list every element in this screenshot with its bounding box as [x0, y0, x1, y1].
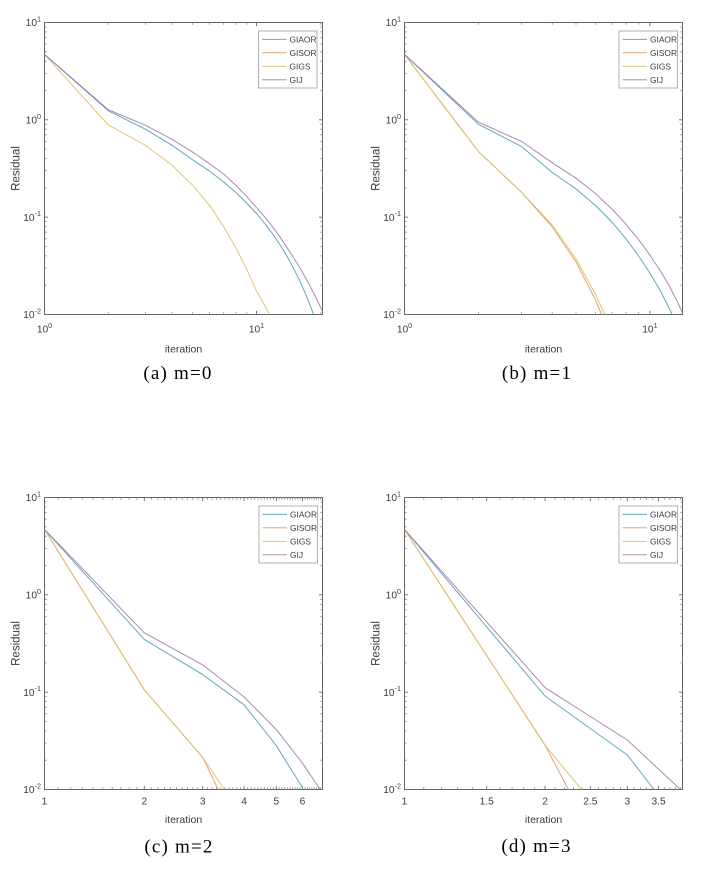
svg-text:1.5: 1.5 — [480, 797, 494, 808]
svg-text:1: 1 — [402, 797, 408, 808]
svg-text:GIJ: GIJ — [650, 75, 663, 85]
svg-text:(b)m=1: (b) m=1 — [502, 363, 572, 384]
svg-text:(c)m=2: (c) m=2 — [144, 837, 213, 858]
svg-text:1: 1 — [42, 797, 48, 808]
svg-text:iteration: iteration — [165, 344, 203, 356]
svg-text:GISOR: GISOR — [290, 523, 317, 533]
svg-text:Residual: Residual — [11, 621, 23, 666]
svg-text:GIJ: GIJ — [290, 75, 303, 85]
svg-text:GIAOR: GIAOR — [650, 34, 677, 44]
svg-text:iteration: iteration — [165, 814, 203, 826]
svg-text:GISOR: GISOR — [290, 48, 317, 58]
svg-text:Residual: Residual — [371, 621, 383, 666]
svg-text:(a)m=0: (a) m=0 — [143, 363, 212, 384]
svg-text:GIAOR: GIAOR — [650, 509, 677, 519]
svg-text:GISOR: GISOR — [650, 523, 677, 533]
svg-text:(d)m=3: (d) m=3 — [501, 836, 571, 857]
svg-text:iteration: iteration — [525, 814, 563, 826]
svg-text:6: 6 — [300, 797, 306, 808]
svg-text:GIJ: GIJ — [290, 550, 303, 560]
svg-text:GIGS: GIGS — [650, 61, 671, 71]
svg-text:5: 5 — [273, 797, 279, 808]
svg-text:Residual: Residual — [371, 146, 383, 191]
svg-text:3.5: 3.5 — [652, 797, 666, 808]
svg-text:GIAOR: GIAOR — [290, 509, 317, 519]
svg-text:2: 2 — [141, 797, 147, 808]
svg-text:GIGS: GIGS — [290, 61, 311, 71]
svg-text:4: 4 — [241, 797, 247, 808]
svg-text:GIAOR: GIAOR — [290, 34, 317, 44]
svg-text:2.5: 2.5 — [583, 797, 597, 808]
svg-text:2: 2 — [542, 797, 548, 808]
svg-text:GIJ: GIJ — [650, 550, 663, 560]
svg-text:GIGS: GIGS — [290, 536, 311, 546]
svg-text:GISOR: GISOR — [650, 48, 677, 58]
svg-text:3: 3 — [624, 797, 630, 808]
svg-text:Residual: Residual — [11, 146, 23, 191]
svg-text:3: 3 — [200, 797, 206, 808]
svg-text:GIGS: GIGS — [650, 536, 671, 546]
svg-text:iteration: iteration — [525, 344, 563, 356]
